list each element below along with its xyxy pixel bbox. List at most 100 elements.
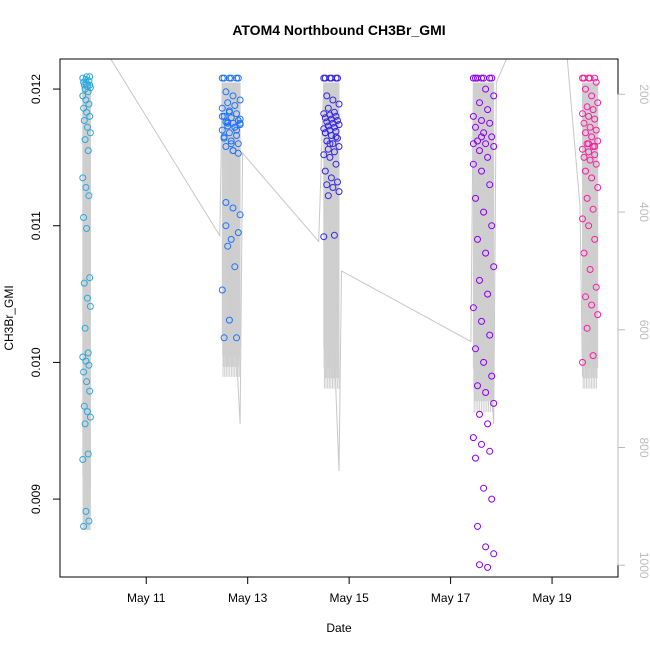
data-point	[476, 99, 483, 107]
data-point	[229, 204, 237, 212]
data-point	[474, 522, 481, 530]
data-point	[579, 358, 586, 366]
data-point	[592, 126, 600, 134]
data-point	[81, 136, 89, 144]
data-point	[80, 214, 88, 221]
data-point	[589, 205, 597, 213]
data-point	[84, 349, 92, 357]
data-point	[85, 517, 93, 525]
data-point	[234, 74, 242, 82]
data-point	[591, 235, 599, 243]
data-point	[81, 420, 89, 428]
data-point	[484, 420, 492, 428]
data-point	[482, 140, 490, 148]
data-point	[484, 563, 492, 571]
data-point	[591, 151, 599, 159]
data-point	[482, 389, 490, 396]
data-point	[589, 106, 597, 114]
data-point	[224, 242, 232, 250]
data-point	[484, 153, 492, 161]
data-point	[476, 276, 483, 284]
data-point	[469, 304, 477, 312]
data-point	[225, 108, 233, 116]
data-point	[324, 104, 332, 112]
data-point	[580, 119, 588, 127]
data-point	[579, 145, 586, 153]
data-point	[334, 134, 341, 142]
data-point	[85, 361, 93, 369]
data-point	[224, 118, 232, 126]
series-flight-5	[579, 74, 602, 366]
data-point	[330, 231, 338, 239]
data-point	[585, 222, 593, 230]
data-point	[486, 331, 494, 339]
data-point	[591, 143, 599, 150]
data-point	[480, 129, 488, 137]
y-tick-label: 0.012	[29, 74, 43, 104]
data-point	[231, 102, 239, 109]
data-point	[227, 140, 235, 148]
data-point	[585, 112, 593, 120]
data-point	[594, 137, 602, 145]
data-point	[488, 133, 496, 141]
chart-title: ATOM4 Northbound CH3Br_GMI	[232, 22, 445, 38]
data-point	[79, 456, 87, 463]
data-point	[469, 74, 477, 82]
data-point	[478, 167, 485, 175]
data-point	[227, 74, 235, 82]
altitude-track-layer	[82, 59, 599, 530]
data-point	[588, 92, 596, 100]
data-point	[229, 147, 237, 155]
y2-tick-label: 600	[637, 320, 650, 340]
data-point	[480, 484, 488, 492]
y-tick-label: 0.009	[29, 484, 43, 514]
data-point	[334, 178, 341, 186]
y2-tick-label: 400	[637, 202, 650, 222]
data-point	[472, 454, 479, 462]
data-point	[81, 324, 89, 332]
data-point	[330, 148, 338, 156]
data-point	[80, 402, 88, 410]
data-point	[586, 74, 594, 82]
data-point	[327, 132, 335, 139]
data-point	[83, 225, 91, 232]
data-point	[472, 74, 479, 82]
data-point	[580, 249, 588, 257]
data-point	[486, 119, 494, 127]
data-point	[80, 279, 88, 287]
data-point	[84, 88, 92, 96]
data-point	[482, 249, 490, 257]
data-point	[469, 434, 477, 442]
y2-tick-label: 200	[637, 84, 650, 104]
data-point	[580, 153, 588, 161]
x-axis: May 11 May 13 May 15 May 17 May 19	[127, 576, 572, 605]
data-point	[85, 192, 93, 200]
flight-4-profiles	[472, 82, 495, 413]
data-point	[80, 81, 88, 89]
data-point	[85, 100, 93, 108]
data-point	[592, 283, 600, 291]
data-point	[480, 208, 488, 216]
data-point	[83, 123, 91, 131]
data-point	[83, 294, 91, 302]
x-tick-label: May 17	[431, 591, 471, 605]
data-point	[86, 112, 94, 120]
series-flight-1	[79, 73, 94, 530]
data-point	[335, 143, 343, 150]
data-point	[220, 334, 228, 342]
y-tick-label: 0.010	[29, 347, 43, 377]
data-point	[476, 410, 483, 418]
y-axis-left: 0.009 0.010 0.011 0.012	[29, 74, 60, 514]
y2-tick-label: 1000	[637, 552, 650, 579]
data-point	[592, 78, 600, 86]
y-tick-label: 0.011	[29, 211, 43, 240]
data-point	[80, 522, 88, 530]
x-tick-label: May 11	[127, 591, 166, 605]
series-flight-2	[218, 74, 244, 342]
data-point	[490, 263, 498, 271]
data-point	[472, 123, 479, 131]
data-point	[229, 92, 237, 100]
data-point	[582, 85, 589, 93]
data-point	[594, 184, 602, 191]
data-point	[594, 311, 602, 319]
